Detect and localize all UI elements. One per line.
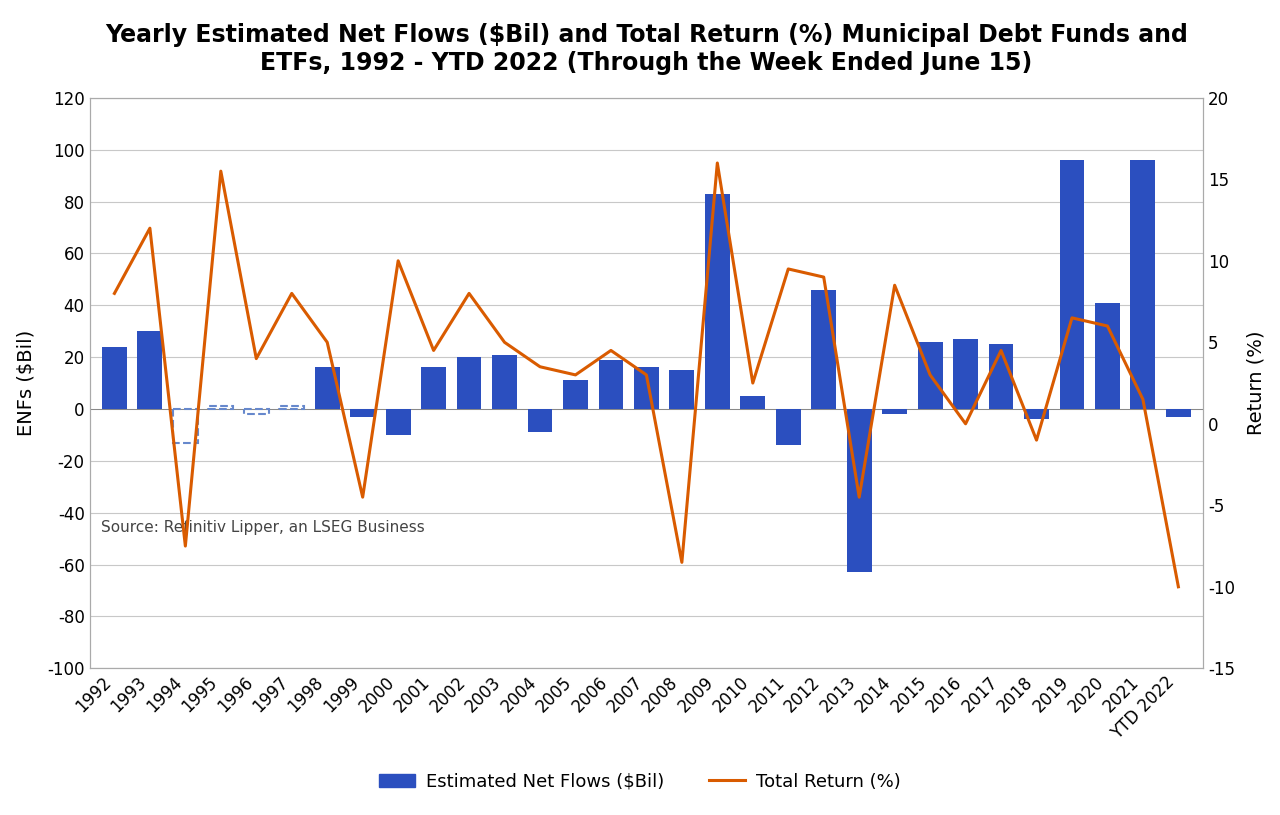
Bar [1094, 302, 1120, 409]
Y-axis label: ENFs ($Bil): ENFs ($Bil) [17, 330, 36, 436]
Y-axis label: Return (%): Return (%) [1247, 331, 1265, 435]
Bar [244, 409, 269, 414]
Bar [209, 407, 233, 409]
Bar [527, 409, 553, 432]
Bar [847, 409, 872, 572]
Bar [740, 396, 765, 409]
Bar [385, 409, 411, 435]
Bar [634, 368, 659, 409]
Bar [279, 407, 305, 409]
Title: Yearly Estimated Net Flows ($Bil) and Total Return (%) Municipal Debt Funds and
: Yearly Estimated Net Flows ($Bil) and To… [105, 23, 1188, 75]
Bar [882, 409, 908, 414]
Bar [776, 409, 801, 445]
Bar [599, 359, 623, 409]
Bar [1130, 160, 1156, 409]
Bar [705, 194, 730, 409]
Bar [563, 381, 588, 409]
Bar [1024, 409, 1048, 420]
Bar [988, 344, 1014, 409]
Bar [421, 368, 445, 409]
Bar [669, 370, 694, 409]
Bar [173, 409, 198, 443]
Legend: Estimated Net Flows ($Bil), Total Return (%): Estimated Net Flows ($Bil), Total Return… [371, 765, 909, 798]
Text: Source: Refinitiv Lipper, an LSEG Business: Source: Refinitiv Lipper, an LSEG Busine… [101, 520, 425, 535]
Bar [137, 331, 163, 409]
Bar [457, 357, 481, 409]
Bar [315, 368, 339, 409]
Bar [1060, 160, 1084, 409]
Bar [918, 341, 942, 409]
Bar [351, 409, 375, 416]
Bar [1166, 409, 1190, 416]
Bar [492, 355, 517, 409]
Bar [102, 346, 127, 409]
Bar [954, 339, 978, 409]
Bar [812, 289, 836, 409]
